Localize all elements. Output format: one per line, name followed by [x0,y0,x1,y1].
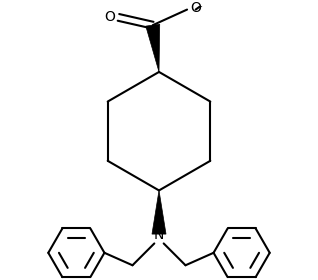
Text: O: O [190,1,201,15]
Text: O: O [104,10,115,24]
Text: N: N [154,228,164,242]
Polygon shape [146,24,160,72]
Polygon shape [152,190,166,234]
